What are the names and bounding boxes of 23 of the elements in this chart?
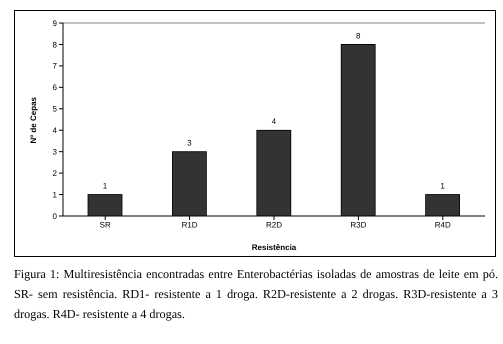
y-tick-label: 4 bbox=[52, 126, 58, 136]
x-tick-label: R3D bbox=[350, 220, 367, 230]
x-tick-label: R1D bbox=[182, 220, 198, 230]
y-tick-label: 8 bbox=[52, 40, 58, 50]
data-label: 8 bbox=[356, 31, 361, 40]
y-tick-label: 1 bbox=[52, 190, 58, 200]
x-tick-label: SR bbox=[100, 220, 111, 230]
y-tick-label: 5 bbox=[52, 104, 58, 114]
data-label: 1 bbox=[102, 182, 108, 191]
x-tick-label: R2D bbox=[266, 220, 282, 230]
data-label: 4 bbox=[272, 117, 277, 126]
y-tick-label: 0 bbox=[52, 212, 58, 221]
data-label: 3 bbox=[187, 138, 192, 148]
data-label: 1 bbox=[440, 182, 446, 191]
y-axis-title: Nº de Cepas bbox=[28, 96, 38, 144]
x-axis-title: Resistência bbox=[252, 243, 297, 252]
y-tick-label: 6 bbox=[52, 83, 58, 92]
y-tick-label: 3 bbox=[52, 148, 58, 157]
y-tick-label: 9 bbox=[52, 18, 58, 28]
y-tick-label: 2 bbox=[52, 168, 58, 178]
text: Figura 1: Multiresistência encontradas entre Enterobactérias isoladas de amostras de leite em pó. SR- sem resistência. RD1- resistente a 1 droga. R2D-resistente a 2 drogas. R3D-resistente a 3 drogas. R4D- resistente a 4 drogas. bbox=[14, 266, 498, 323]
y-tick-label: 7 bbox=[52, 62, 58, 71]
x-tick-label: R4D bbox=[434, 220, 452, 230]
